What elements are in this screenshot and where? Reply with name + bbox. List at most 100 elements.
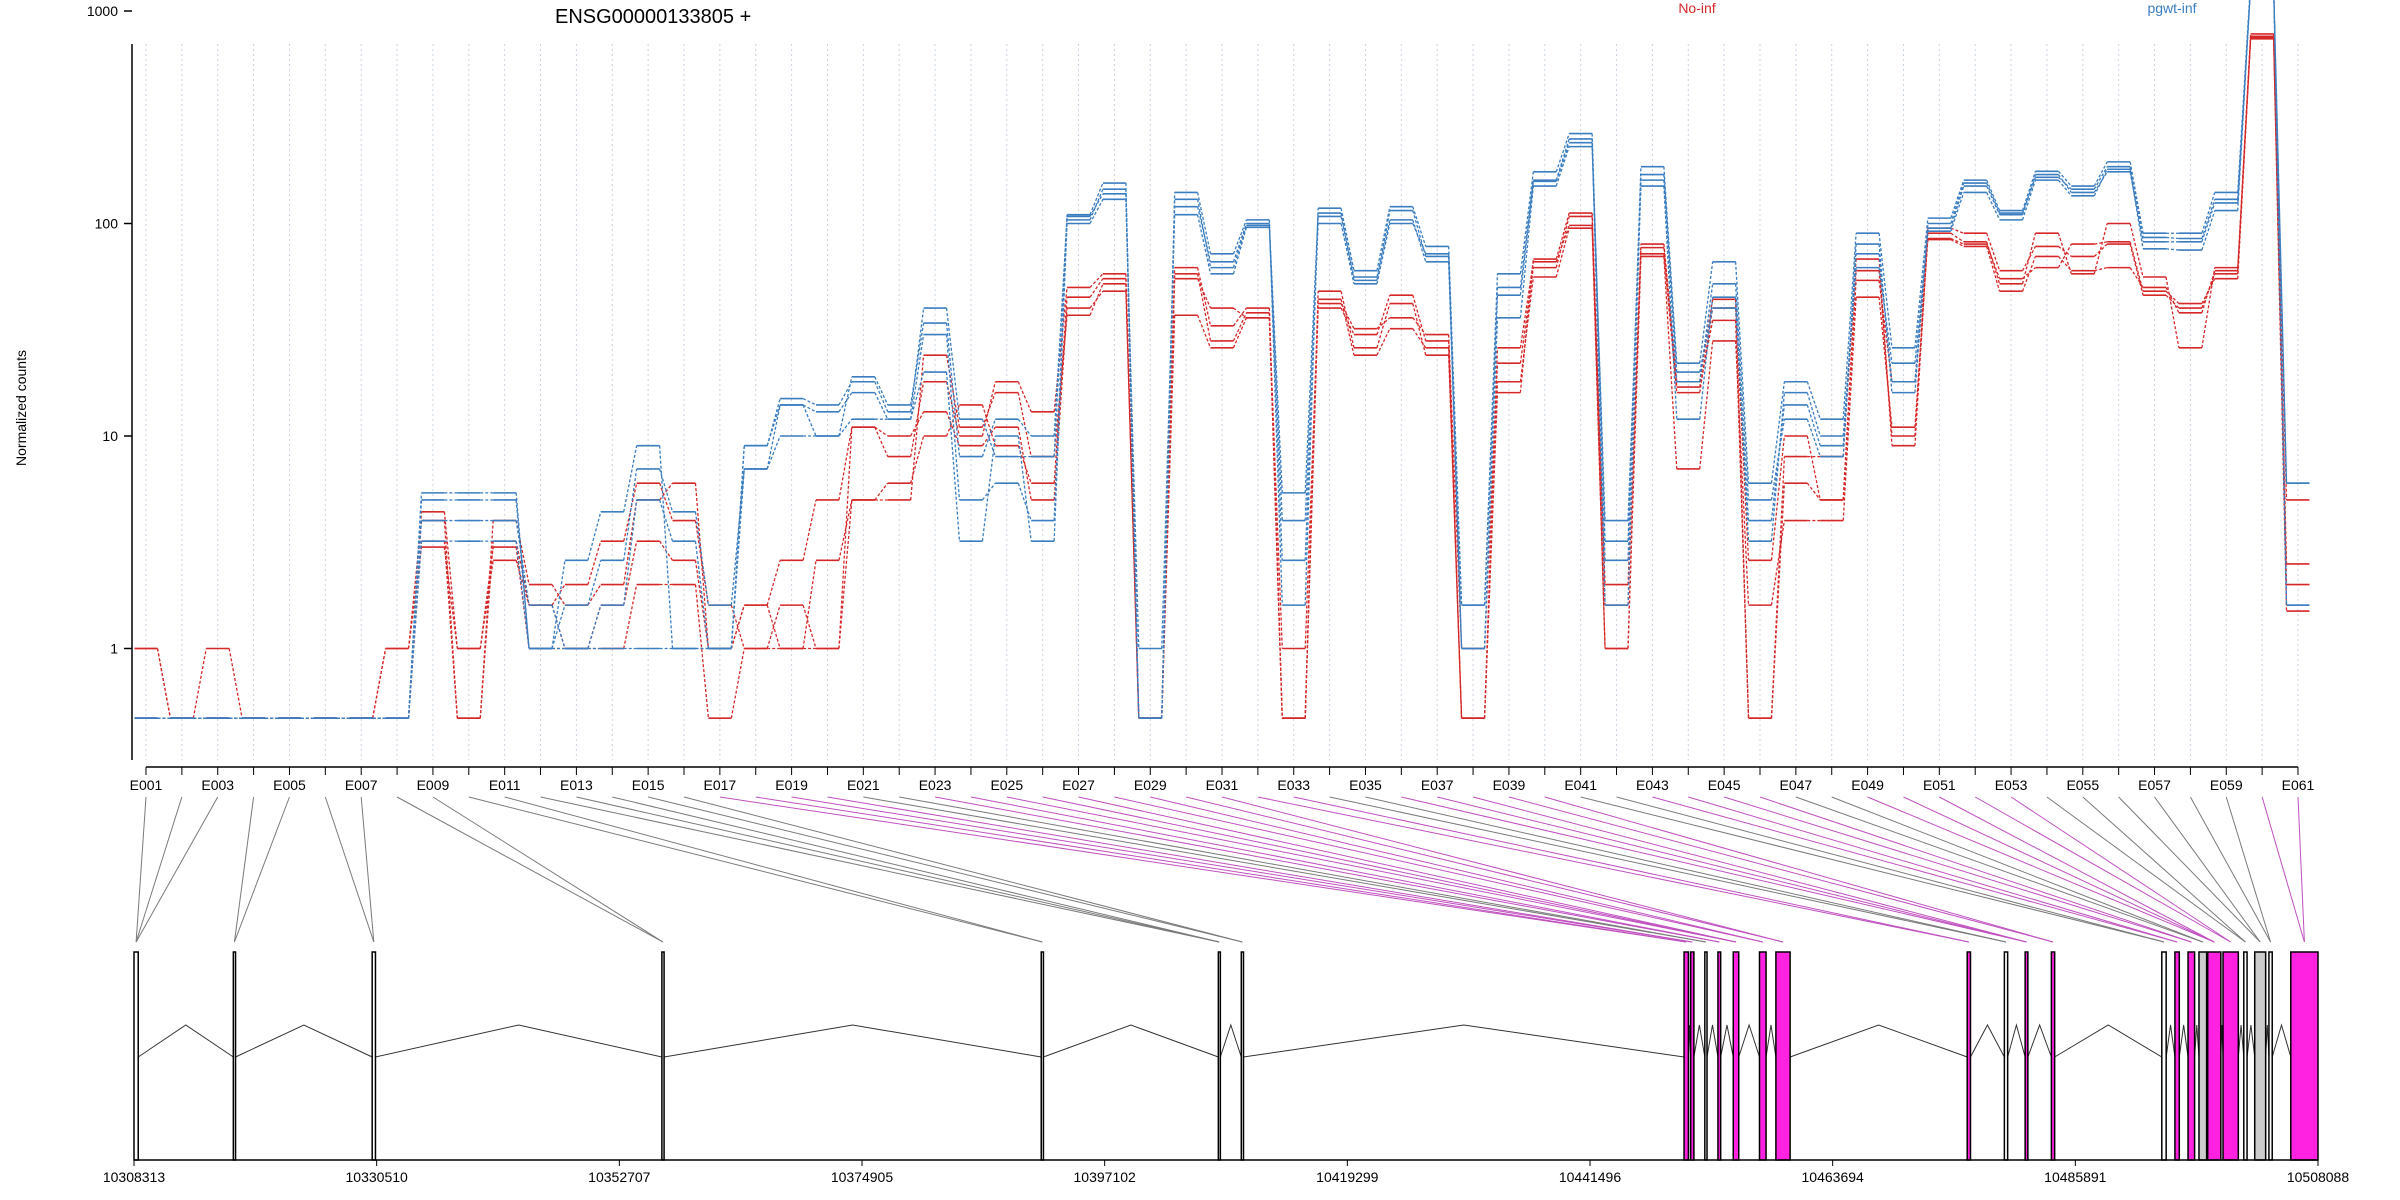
series-transition xyxy=(1340,291,1355,348)
series-transition xyxy=(2273,0,2288,606)
exon-box xyxy=(661,951,665,1161)
series-transition xyxy=(1950,227,1964,234)
series-transition xyxy=(766,560,781,606)
series-transition xyxy=(874,482,889,501)
series-transition xyxy=(587,604,602,649)
series-transition xyxy=(658,468,674,512)
series-transition xyxy=(659,482,674,501)
series-transition xyxy=(2129,267,2144,288)
intron-line xyxy=(2271,1023,2292,1058)
series-transition xyxy=(1699,340,1714,469)
exon-box xyxy=(1966,951,1972,1161)
exon-connector xyxy=(1114,796,1763,943)
exon-connector xyxy=(1723,796,2192,943)
series-transition xyxy=(1663,166,1678,364)
exon-box xyxy=(2222,951,2240,1161)
series-transition xyxy=(1555,133,1570,173)
series-transition xyxy=(838,427,853,649)
series-transition xyxy=(2021,256,2037,292)
series-transition xyxy=(1806,404,1821,446)
series-transition xyxy=(2201,210,2216,251)
series-transition xyxy=(766,604,781,649)
series-transition xyxy=(1950,232,1965,243)
series-transition xyxy=(945,307,961,420)
series-transition xyxy=(2201,267,2216,348)
series-transition xyxy=(1842,297,1857,521)
intron-line xyxy=(2178,1024,2189,1058)
exon-connector xyxy=(1150,796,1763,943)
series-transition xyxy=(694,511,710,606)
exon-connector xyxy=(683,796,1243,943)
series-transition xyxy=(1806,381,1821,420)
series-transition xyxy=(623,584,638,649)
x-tick-label: E009 xyxy=(417,777,450,793)
series-transition xyxy=(1734,340,1750,606)
series-transition xyxy=(910,411,925,437)
series-transition xyxy=(551,604,566,649)
series-transition xyxy=(766,435,781,470)
series-transition xyxy=(1412,294,1427,342)
intron-line xyxy=(2027,1023,2052,1058)
series-transition xyxy=(2237,38,2252,271)
x-tick-label: E051 xyxy=(1923,777,1956,793)
genome-tick-label: 10330510 xyxy=(346,1169,409,1185)
exon-box xyxy=(1689,951,1695,1161)
series-transition xyxy=(1950,237,1964,245)
series-transition xyxy=(1770,419,1786,501)
exon-connector xyxy=(1257,796,1969,943)
series-transition xyxy=(1053,223,1068,542)
series-transition xyxy=(2129,241,2144,292)
exon-box xyxy=(1240,951,1245,1161)
series-transition xyxy=(623,541,638,606)
series-transition xyxy=(1878,267,1893,364)
series-transition xyxy=(1125,189,1140,719)
exon-connector xyxy=(1652,796,2178,943)
series-transition xyxy=(981,404,996,446)
series-transition xyxy=(766,404,781,470)
series-transition xyxy=(766,404,781,446)
series-transition xyxy=(479,560,494,649)
series-transition xyxy=(1376,210,1391,281)
series-transition xyxy=(658,482,674,521)
series-transition xyxy=(1663,244,1678,382)
axes: 1 10 100 1000 E001 E003 E005 E007 E009 E011 E013 E0… xyxy=(87,3,2315,793)
series-transition xyxy=(1196,214,1212,274)
intron-line xyxy=(2237,1024,2245,1058)
series-transition xyxy=(1627,180,1642,606)
series-transition xyxy=(2057,243,2072,268)
series-transition xyxy=(1950,179,1965,219)
series-transition xyxy=(1376,294,1391,335)
series-transition xyxy=(443,511,458,649)
series-transition xyxy=(838,392,853,413)
x-tick-label: E015 xyxy=(632,777,665,793)
series-transition xyxy=(802,404,817,413)
exon-connector xyxy=(360,796,375,943)
series-transition xyxy=(981,392,996,428)
exon-connector xyxy=(648,796,1243,943)
series-transition xyxy=(2129,223,2144,278)
series-transition xyxy=(1770,483,1786,719)
series-transition xyxy=(156,648,172,719)
series-transition xyxy=(1017,418,1032,437)
series-transition xyxy=(1017,427,1032,501)
intron-line xyxy=(1706,1024,1719,1058)
series-transition xyxy=(1986,246,2001,292)
exon-connector xyxy=(1759,796,2192,943)
series-transition xyxy=(2273,0,2288,484)
series-transition xyxy=(2273,0,2288,484)
series-transition xyxy=(1017,482,1032,521)
series-transition xyxy=(1734,283,1750,501)
series-transition xyxy=(515,560,530,606)
genome-tick-label: 10308313 xyxy=(103,1169,166,1185)
series-transition xyxy=(1376,317,1391,330)
intron-line xyxy=(663,1024,1042,1058)
series-transition xyxy=(1376,303,1391,349)
intron-line xyxy=(1738,1023,1760,1058)
series-transition xyxy=(1053,287,1068,412)
gene-model xyxy=(133,951,2319,1161)
intron-line xyxy=(2246,1024,2256,1058)
series-transition xyxy=(1053,219,1068,437)
series-transition xyxy=(1196,206,1212,262)
series-transition xyxy=(1448,253,1463,649)
series-transition xyxy=(1089,188,1104,221)
